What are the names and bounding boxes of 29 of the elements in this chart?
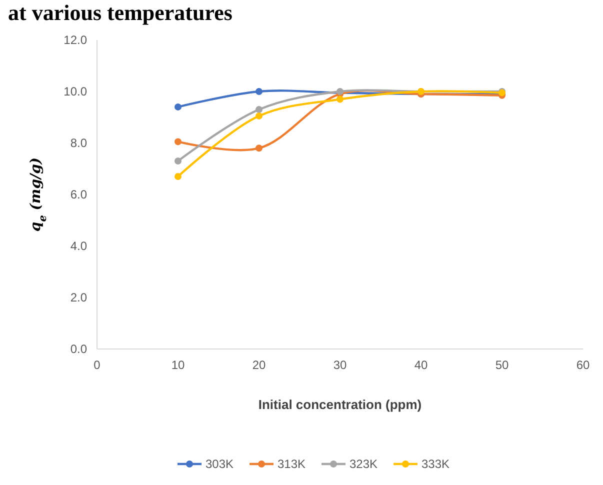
legend-label: 313K	[278, 457, 306, 472]
point	[256, 144, 262, 152]
chart-title: at various temperatures	[8, 0, 233, 25]
point	[256, 112, 262, 120]
x-tick-label: 50	[495, 358, 509, 372]
x-tick-label: 10	[171, 358, 185, 372]
y-tick-label: 4.0	[70, 239, 88, 254]
point	[256, 106, 262, 114]
y-tick-label: 6.0	[70, 188, 88, 202]
y-tick-label: 0.0	[70, 342, 88, 356]
legend-label: 333K	[422, 457, 450, 472]
y-tick-label: 12.0	[64, 33, 88, 48]
legend-label: 303K	[206, 457, 234, 472]
x-axis-title: Initial concentration (ppm)	[258, 397, 422, 412]
y-tick-label: 8.0	[70, 136, 88, 150]
x-tick-label: 60	[576, 358, 590, 372]
x-tick-label: 30	[333, 358, 347, 372]
point	[336, 96, 344, 103]
point	[174, 172, 182, 180]
point	[256, 88, 262, 95]
y-tick-label: 2.0	[70, 290, 88, 305]
x-tick-label: 20	[252, 358, 266, 372]
point	[174, 158, 182, 165]
x-tick-label: 0	[94, 358, 101, 372]
point	[174, 103, 182, 110]
y-tick-label: 10.0	[64, 84, 88, 99]
point	[174, 138, 182, 146]
legend-label: 323K	[350, 457, 378, 472]
x-tick-label: 40	[414, 358, 428, 372]
